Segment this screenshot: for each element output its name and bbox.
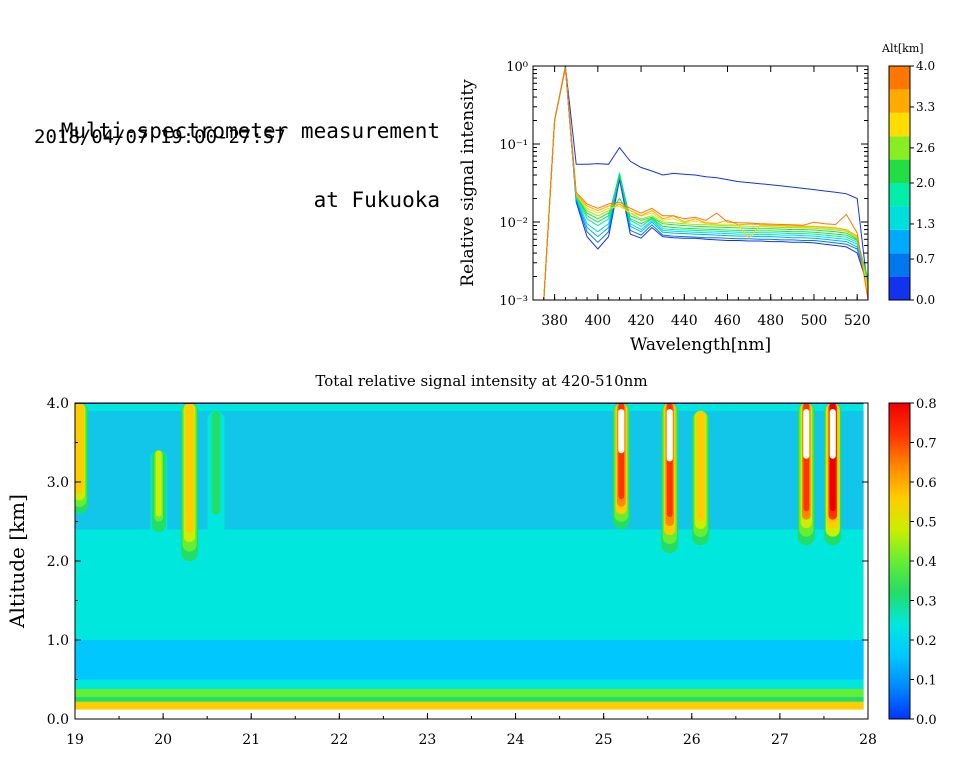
intensity-colorbar-tick-label: 0.2 (916, 634, 937, 649)
alt-colorbar-tick-label: 4.0 (916, 59, 935, 73)
spectrum-y-axis-label: Relative signal intensity (458, 79, 478, 287)
spectrum-x-tick-label: 440 (671, 313, 698, 329)
intensity-heatmap: 19 20 21 22 23 24 25 26 27 28 0.0 1.0 2.0 3.0 4.0 Total… (5, 372, 937, 748)
spectrum-x-tick-label: 380 (541, 313, 568, 329)
alt-colorbar-swatch (889, 66, 910, 90)
heatmap-x-tick-label: 24 (507, 732, 525, 748)
spectrum-series-line-2 (543, 67, 868, 300)
heatmap-x-tick-label: 28 (859, 732, 877, 748)
heatmap-plume-saturated (829, 409, 836, 459)
intensity-colorbar-tick-label: 0.3 (916, 595, 937, 610)
alt-colorbar-tick-label: 2.6 (916, 141, 935, 155)
heatmap-y-tick-label: 4.0 (47, 396, 69, 412)
heatmap-x-tick-label: 26 (683, 732, 701, 748)
spectrum-y-tick-label: 10⁻³ (499, 294, 528, 309)
alt-colorbar-swatch (889, 112, 910, 137)
intensity-colorbar-tick-label: 0.0 (916, 713, 937, 728)
intensity-colorbar-tick-label: 0.1 (916, 674, 937, 689)
spectrum-x-axis-label: Wavelength[nm] (630, 335, 771, 355)
intensity-colorbar-fill (889, 403, 910, 719)
heatmap-x-tick-label: 27 (771, 732, 789, 748)
heatmap-plume-saturated (666, 409, 673, 462)
heatmap-plume (213, 410, 219, 507)
spectrum-y-tick-label: 10⁻² (499, 216, 528, 231)
spectrum-series-group (543, 66, 868, 300)
spectrum-plot-frame (532, 65, 869, 301)
spectrum-y-tick-label: 10⁰ (506, 60, 528, 75)
spectrum-y-tick-label: 10⁻¹ (499, 138, 528, 153)
alt-colorbar-swatch (889, 159, 910, 183)
spectrum-series-line-6 (543, 67, 868, 300)
alt-colorbar-swatch (889, 229, 910, 254)
alt-colorbar-tick-label: 0.7 (916, 252, 935, 266)
heatmap-layer (75, 696, 864, 702)
alt-colorbar-tick-label: 0.0 (916, 293, 935, 307)
heatmap-layer (75, 688, 864, 697)
spectrum-series-line-0 (543, 66, 868, 300)
spectrum-series-line-4 (543, 67, 868, 300)
alt-colorbar-label: Alt[km] (881, 42, 924, 55)
heatmap-y-tick-label: 1.0 (47, 633, 69, 649)
spectrum-x-tick-label: 520 (844, 313, 871, 329)
heatmap-y-tick-label: 0.0 (47, 712, 69, 728)
heatmap-x-tick-label: 21 (242, 732, 260, 748)
time-range: 2018/04/07 19:00-27:57 (34, 126, 286, 148)
spectrum-series-line-10 (543, 67, 868, 300)
spectrum-series-line-5 (543, 67, 868, 300)
alt-colorbar-tick-label: 2.0 (916, 176, 935, 190)
heatmap-x-tick-label: 23 (419, 732, 437, 748)
heatmap-title: Total relative signal intensity at 420-5… (315, 372, 647, 390)
alt-colorbar-tick-label: 3.3 (916, 100, 935, 114)
spectrum-x-tick-label: 460 (714, 313, 741, 329)
title-line-1: Multi-spectrometer measurement (60, 119, 440, 143)
figure-title: Multi-spectrometer measurement at Fukuok… (12, 74, 440, 235)
spectrum-plot: 380 400 420 440 460 480 500 520 10⁰ 10⁻¹ 10⁻² 10⁻³ W… (458, 42, 935, 355)
heatmap-plume (155, 450, 162, 517)
heatmap-y-axis-label: Altitude [km] (5, 494, 29, 629)
spectrum-series-line-1 (543, 67, 868, 300)
intensity-colorbar-tick-label: 0.5 (916, 516, 937, 531)
heatmap-x-tick-label: 22 (330, 732, 348, 748)
intensity-colorbar-tick-label: 0.8 (916, 397, 937, 412)
spectrum-x-tick-label: 400 (584, 313, 611, 329)
spectrum-x-tick-label: 420 (628, 313, 655, 329)
heatmap-y-tick-label: 2.0 (47, 554, 69, 570)
heatmap-layer (75, 701, 864, 710)
title-line-2: at Fukuoka (313, 188, 440, 212)
heatmap-layer (75, 681, 864, 689)
alt-colorbar-swatch (889, 89, 910, 113)
heatmap-upper-band (75, 410, 864, 530)
intensity-colorbar-tick-label: 0.7 (916, 437, 937, 452)
heatmap-cells (75, 403, 864, 710)
heatmap-x-tick-label: 19 (66, 732, 84, 748)
spectrum-series-line-8 (543, 67, 868, 300)
heatmap-plume-saturated (803, 409, 810, 459)
alt-colorbar-swatch (889, 206, 910, 230)
alt-colorbar-swatch (889, 183, 910, 207)
heatmap-y-tick-label: 3.0 (47, 475, 69, 491)
intensity-colorbar-tick-label: 0.4 (916, 555, 937, 570)
spectrum-series-line-9 (543, 67, 868, 300)
intensity-colorbar-tick-label: 0.6 (916, 476, 937, 491)
spectrum-series-line-7 (543, 67, 868, 300)
spectrum-x-tick-label: 500 (801, 313, 828, 329)
heatmap-plume (76, 403, 83, 488)
alt-colorbar-tick-label: 1.3 (916, 217, 935, 231)
spectrum-series-line-3 (543, 67, 868, 300)
alt-colorbar-swatch (889, 136, 910, 160)
heatmap-layer (75, 640, 864, 680)
heatmap-x-tick-label: 25 (595, 732, 613, 748)
spectrum-x-tick-label: 480 (757, 313, 784, 329)
heatmap-plume (186, 403, 193, 524)
heatmap-x-tick-label: 20 (154, 732, 172, 748)
heatmap-plume (697, 410, 704, 513)
spectrum-series-line-11 (543, 67, 868, 300)
alt-colorbar-swatch (889, 276, 910, 300)
heatmap-plume-saturated (618, 409, 625, 454)
alt-colorbar-swatch (889, 253, 910, 277)
